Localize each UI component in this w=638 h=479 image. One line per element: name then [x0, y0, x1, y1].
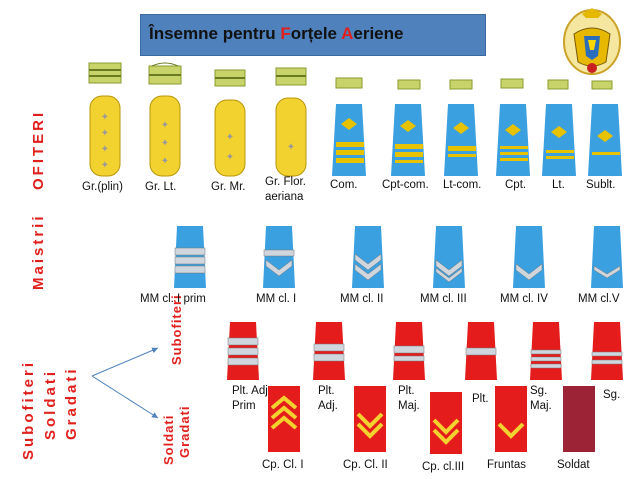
label-maistri-1: MM cl. I	[256, 293, 297, 305]
label-ofiteri-5: Cpt-com.	[382, 179, 429, 191]
svg-text:✦: ✦	[161, 156, 169, 167]
label-subofiteri-5: Sg.	[603, 389, 621, 401]
title-box: Însemne pentru Forțele Aeriene	[140, 14, 486, 56]
label-maistri-0: MM cl. I prim	[140, 293, 206, 305]
label-ofiteri-3: Gr. Flor. aeriana	[265, 176, 306, 203]
cap-generals	[88, 62, 307, 87]
label-maistri-3: MM cl. III	[420, 293, 467, 305]
epaulet-cpt-com	[391, 104, 425, 176]
epaulet-com	[332, 104, 366, 176]
label-maistri-2: MM cl. II	[340, 293, 384, 305]
epaulet-lt	[542, 104, 576, 176]
label-ofiteri-8: Lt.	[552, 179, 565, 191]
svg-text:✦: ✦	[101, 112, 109, 123]
svg-text:✦: ✦	[226, 132, 234, 143]
epaulet-mm5	[591, 226, 623, 288]
page-title: Însemne pentru Forțele Aeriene	[149, 24, 404, 43]
epaulet-gr-flor: ✦	[275, 97, 307, 177]
epaulet-cp-cl3	[430, 392, 462, 454]
epaulet-lt-com	[444, 104, 478, 176]
epaulet-mm3	[433, 226, 465, 288]
label-subofiteri-4: Sg. Maj.	[530, 385, 552, 412]
cap-officers	[335, 77, 613, 90]
label-gradati-3: Fruntas	[487, 459, 526, 471]
label-gradati-4: Soldat	[557, 459, 590, 471]
epaulet-plt-adj	[313, 322, 345, 380]
svg-text:✦: ✦	[161, 120, 169, 131]
epaulet-sg-maj	[530, 322, 562, 380]
epaulet-gr-mr: ✦✦	[214, 99, 246, 177]
epaulet-mm1prim	[174, 226, 206, 288]
label-subofiteri-0: Plt. Adj. Prim	[232, 385, 271, 412]
epaulet-cp-cl2	[354, 386, 386, 452]
label-gradati-2: Cp. cl.III	[422, 461, 465, 473]
epaulet-plt	[465, 322, 497, 380]
label-subofiteri-3: Plt.	[472, 393, 489, 405]
svg-text:✦: ✦	[101, 160, 109, 171]
epaulet-mm1	[263, 226, 295, 288]
epaulet-mm2	[352, 226, 384, 288]
epaulet-plt-adj-prim	[227, 322, 259, 380]
epaulet-sublt	[588, 104, 622, 176]
label-ofiteri-2: Gr. Mr.	[211, 181, 246, 193]
epaulet-fruntas	[495, 386, 527, 452]
label-gradati-0: Cp. Cl. I	[262, 459, 304, 471]
label-ofiteri-7: Cpt.	[505, 179, 527, 191]
label-subofiteri-2: Plt. Maj.	[398, 385, 420, 412]
epaulet-mm4	[513, 226, 545, 288]
label-maistri-4: MM cl. IV	[500, 293, 548, 305]
svg-text:✦: ✦	[287, 142, 295, 153]
epaulet-soldat	[563, 386, 595, 452]
svg-text:✦: ✦	[101, 128, 109, 139]
epaulet-cp-cl1	[268, 386, 300, 452]
epaulet-plt-maj	[393, 322, 425, 380]
label-ofiteri-1: Gr. Lt.	[145, 181, 177, 193]
epaulet-cpt	[496, 104, 530, 176]
svg-text:✦: ✦	[161, 138, 169, 149]
label-subofiteri-1: Plt. Adj.	[318, 385, 338, 412]
label-ofiteri-4: Com.	[330, 179, 358, 191]
air-force-emblem	[563, 8, 621, 75]
svg-text:✦: ✦	[226, 152, 234, 163]
epaulet-gr-plin: ✦ ✦ ✦ ✦	[89, 95, 121, 177]
label-ofiteri-0: Gr.(plin)	[82, 181, 123, 193]
epaulet-sg	[591, 322, 623, 380]
epaulet-gr-lt: ✦ ✦ ✦	[149, 95, 181, 177]
svg-text:✦: ✦	[101, 144, 109, 155]
label-gradati-1: Cp. Cl. II	[343, 459, 388, 471]
label-ofiteri-6: Lt-com.	[443, 179, 482, 191]
label-maistri-5: MM cl.V	[578, 293, 620, 305]
label-ofiteri-9: Sublt.	[586, 179, 616, 191]
